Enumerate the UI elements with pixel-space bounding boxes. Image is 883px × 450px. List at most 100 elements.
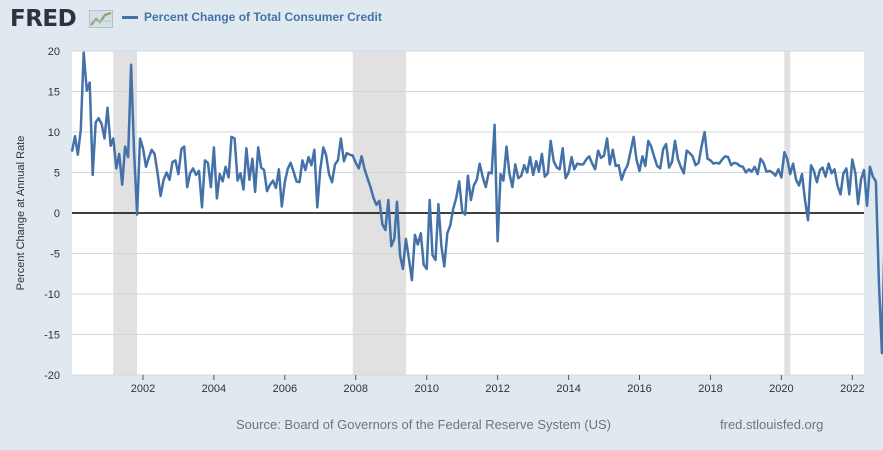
data-point	[668, 167, 670, 169]
data-point	[733, 162, 735, 164]
data-point	[461, 210, 463, 212]
data-point	[831, 172, 833, 174]
data-point	[878, 281, 880, 283]
data-point	[80, 129, 82, 131]
data-point	[393, 238, 395, 240]
data-point	[452, 208, 454, 210]
data-point	[369, 186, 372, 188]
data-point	[630, 150, 632, 152]
data-point	[322, 146, 324, 148]
fred-logo[interactable]: FRED	[10, 6, 77, 32]
data-point	[754, 166, 756, 168]
gridlines	[72, 50, 864, 376]
site-link[interactable]: fred.stlouisfed.org	[720, 417, 824, 432]
data-point	[340, 137, 342, 140]
y-tick-label: 0	[54, 208, 60, 220]
data-point	[762, 162, 765, 164]
x-tick-label: 2008	[344, 383, 368, 395]
data-point	[260, 167, 262, 169]
data-point	[272, 180, 274, 182]
data-point	[786, 158, 788, 160]
data-point	[665, 143, 667, 145]
data-point	[511, 186, 513, 188]
data-point	[358, 167, 360, 169]
data-point	[748, 168, 750, 170]
legend: Percent Change of Total Consumer Credit	[122, 10, 382, 24]
data-point	[83, 52, 85, 54]
y-tick-label: -15	[44, 330, 60, 342]
y-axis-label: Percent Change at Annual Rate	[15, 136, 27, 291]
data-point	[529, 156, 531, 158]
data-point	[304, 169, 306, 171]
data-point	[210, 186, 212, 188]
data-point	[497, 240, 499, 242]
data-point	[801, 173, 803, 175]
data-point	[718, 163, 720, 165]
data-point	[550, 140, 552, 142]
data-point	[863, 169, 865, 171]
data-point	[387, 199, 389, 201]
data-point	[86, 90, 88, 92]
x-tick-label: 2022	[840, 383, 864, 395]
data-point	[618, 164, 620, 166]
data-point	[730, 164, 732, 166]
data-point	[254, 191, 256, 193]
legend-swatch	[122, 15, 138, 19]
data-point	[402, 268, 404, 270]
data-point	[597, 150, 599, 152]
y-tick-label: -5	[50, 249, 60, 261]
data-point	[130, 64, 132, 66]
y-axis-ticks: 20 15 10 5 0 -5 -10 -15 -20	[44, 46, 60, 382]
data-point	[307, 156, 310, 158]
data-point	[789, 173, 791, 175]
data-point	[334, 163, 336, 165]
data-point	[842, 172, 845, 174]
data-point	[429, 199, 431, 201]
data-point	[491, 172, 493, 174]
data-point	[798, 184, 800, 187]
x-tick-label: 2018	[698, 383, 722, 395]
data-point	[287, 167, 289, 169]
data-point	[219, 173, 221, 175]
data-point	[845, 167, 848, 169]
data-point	[742, 166, 744, 168]
data-point	[709, 159, 712, 161]
data-point	[479, 163, 481, 165]
data-point	[177, 173, 179, 175]
data-point	[313, 149, 315, 151]
data-point	[343, 160, 345, 162]
data-point	[201, 206, 203, 208]
data-point	[186, 186, 188, 188]
data-point	[514, 163, 516, 165]
data-point	[627, 164, 629, 166]
data-point	[263, 169, 265, 171]
data-point	[777, 168, 780, 170]
data-point	[585, 158, 587, 161]
data-point	[594, 168, 596, 170]
data-point	[757, 173, 759, 175]
x-tick-label: 2006	[273, 383, 297, 395]
y-tick-label: 10	[48, 127, 60, 139]
data-point	[361, 155, 363, 157]
series-line	[70, 51, 883, 355]
data-point	[148, 157, 150, 159]
data-point	[559, 168, 561, 170]
data-point	[857, 203, 859, 205]
x-tick-label: 2002	[131, 383, 155, 395]
data-point	[423, 264, 425, 266]
data-point	[213, 146, 215, 148]
data-point	[600, 157, 602, 159]
data-point	[242, 188, 245, 191]
data-point	[854, 172, 857, 174]
data-point	[446, 232, 448, 234]
data-point	[816, 181, 818, 183]
data-point	[795, 179, 797, 181]
data-point	[275, 187, 277, 189]
data-point	[760, 158, 762, 160]
data-point	[813, 170, 815, 172]
data-point	[464, 214, 466, 216]
data-point	[768, 170, 771, 172]
data-point	[635, 158, 638, 161]
data-point	[881, 352, 883, 354]
